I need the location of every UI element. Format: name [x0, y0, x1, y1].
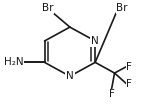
Text: H₂N: H₂N: [4, 57, 24, 67]
Text: Br: Br: [116, 3, 128, 13]
Text: F: F: [109, 89, 115, 99]
Text: F: F: [126, 79, 132, 89]
Text: Br: Br: [42, 3, 53, 13]
Text: F: F: [126, 62, 132, 72]
Text: N: N: [66, 71, 74, 81]
Text: N: N: [91, 36, 99, 46]
Text: H₂N: H₂N: [4, 57, 24, 67]
